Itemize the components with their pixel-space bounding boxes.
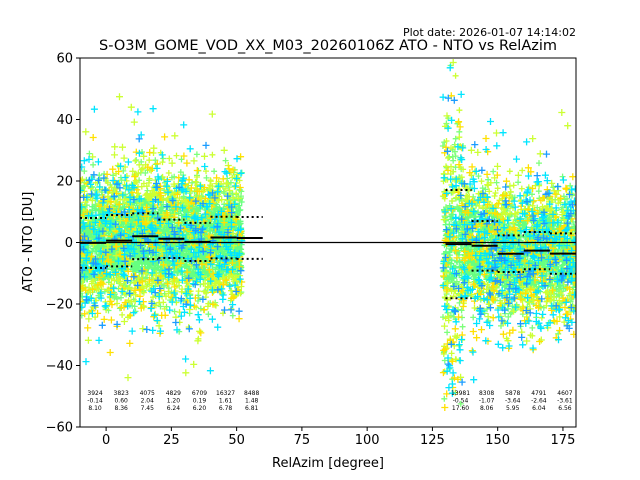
bin-label-3-1: 1.20 [167, 398, 181, 405]
bin-label-1-1: 0.60 [114, 398, 128, 405]
bin-label-2-0: 4075 [140, 390, 155, 397]
bin-label-5-2: 6.78 [219, 405, 233, 412]
bin-statistics [80, 189, 576, 300]
bin-label-7-2: 17.60 [452, 405, 469, 412]
y-tick-label-2: −20 [46, 298, 73, 313]
bin-label-8-2: 8.06 [480, 405, 494, 412]
y-tick-label-6: 60 [56, 52, 73, 67]
bin-label-1-0: 3823 [114, 390, 129, 397]
y-axis-label: ATO - NTO [DU] [21, 192, 36, 293]
bin-label-11-1: -3.61 [557, 398, 573, 405]
chart-title: S-O3M_GOME_VOD_XX_M03_20260106Z ATO - NT… [99, 38, 557, 54]
bin-label-4-1: 0.19 [193, 398, 207, 405]
bin-label-4-0: 6709 [192, 390, 207, 397]
bin-label-7-0: 13981 [451, 390, 470, 397]
y-tick-label-5: 40 [56, 113, 73, 128]
bin-label-6-0: 8488 [244, 390, 259, 397]
bin-label-9-2: 5.95 [506, 405, 520, 412]
x-tick-label-1: 25 [163, 433, 180, 448]
bin-label-8-1: -1.07 [479, 398, 495, 405]
bin-label-5-0: 16327 [216, 390, 235, 397]
bin-label-3-2: 6.24 [167, 405, 181, 412]
bin-label-10-2: 6.04 [532, 405, 546, 412]
x-tick-label-4: 100 [355, 433, 380, 448]
bin-label-11-0: 4607 [557, 390, 572, 397]
x-tick-label-3: 75 [294, 433, 311, 448]
y-tick-label-4: 20 [56, 175, 73, 190]
y-tick-label-3: 0 [65, 236, 73, 251]
scatter-points [80, 59, 576, 411]
bin-label-1-2: 8.36 [114, 405, 128, 412]
bin-label-10-0: 4791 [531, 390, 546, 397]
bin-label-0-1: -0.14 [87, 398, 103, 405]
bin-label-2-1: 2.04 [141, 398, 155, 405]
bin-label-0-0: 3924 [87, 390, 102, 397]
plot-date: Plot date: 2026-01-07 14:14:02 [403, 26, 576, 39]
x-tick-label-0: 0 [102, 433, 110, 448]
bin-label-3-0: 4829 [166, 390, 181, 397]
bin-label-11-2: 6.56 [558, 405, 572, 412]
x-tick-label-5: 125 [420, 433, 445, 448]
y-axis-ticks: −60 −40 −20 0 20 40 60 [46, 52, 80, 436]
y-tick-label-0: −60 [46, 421, 73, 436]
x-tick-label-2: 50 [228, 433, 245, 448]
bin-label-6-1: 1.48 [245, 398, 259, 405]
bin-label-5-1: 1.61 [219, 398, 233, 405]
bin-label-0-2: 8.10 [88, 405, 102, 412]
bin-label-10-1: -2.64 [531, 398, 547, 405]
bin-label-2-2: 7.45 [141, 405, 155, 412]
bin-label-6-2: 6.81 [245, 405, 259, 412]
x-axis-label: RelAzim [degree] [272, 456, 384, 471]
scatter-series-4 [80, 64, 576, 397]
bin-label-4-2: 6.20 [193, 405, 207, 412]
x-tick-label-6: 150 [485, 433, 510, 448]
x-axis-ticks: 0 25 50 75 100 125 150 175 [102, 427, 575, 448]
bin-label-9-1: -3.64 [505, 398, 521, 405]
bin-label-7-1: -0.54 [453, 398, 469, 405]
bin-label-9-0: 5878 [505, 390, 520, 397]
bin-label-8-0: 8308 [479, 390, 494, 397]
y-tick-label-1: −40 [46, 359, 73, 374]
x-tick-label-7: 175 [551, 433, 576, 448]
